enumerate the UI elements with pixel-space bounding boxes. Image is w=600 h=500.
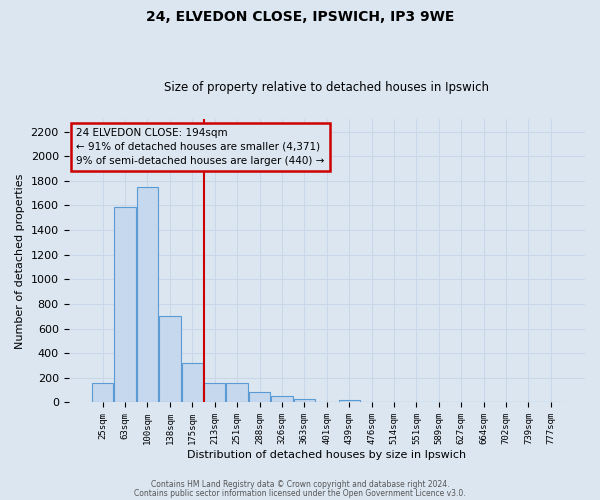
Bar	[159, 316, 181, 402]
Bar	[92, 383, 113, 402]
Bar	[137, 187, 158, 402]
Bar	[204, 384, 226, 402]
Bar	[226, 384, 248, 402]
Y-axis label: Number of detached properties: Number of detached properties	[15, 173, 25, 348]
Text: 24, ELVEDON CLOSE, IPSWICH, IP3 9WE: 24, ELVEDON CLOSE, IPSWICH, IP3 9WE	[146, 10, 454, 24]
Bar	[338, 400, 360, 402]
Title: Size of property relative to detached houses in Ipswich: Size of property relative to detached ho…	[164, 82, 489, 94]
Text: Contains HM Land Registry data © Crown copyright and database right 2024.: Contains HM Land Registry data © Crown c…	[151, 480, 449, 489]
Bar	[249, 392, 270, 402]
Bar	[271, 396, 293, 402]
X-axis label: Distribution of detached houses by size in Ipswich: Distribution of detached houses by size …	[187, 450, 466, 460]
Bar	[182, 363, 203, 403]
Bar	[115, 206, 136, 402]
Text: 24 ELVEDON CLOSE: 194sqm
← 91% of detached houses are smaller (4,371)
9% of semi: 24 ELVEDON CLOSE: 194sqm ← 91% of detach…	[76, 128, 325, 166]
Text: Contains public sector information licensed under the Open Government Licence v3: Contains public sector information licen…	[134, 488, 466, 498]
Bar	[294, 399, 315, 402]
